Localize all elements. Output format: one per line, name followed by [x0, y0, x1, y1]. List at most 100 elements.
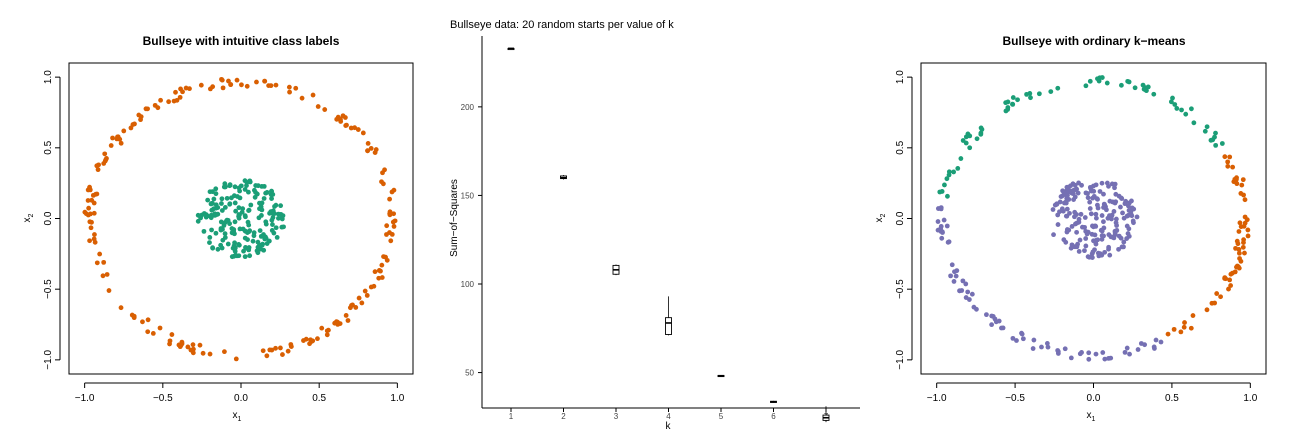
scatter-point [1130, 218, 1136, 224]
scatter-point [1093, 241, 1099, 247]
scatter-point [244, 83, 250, 89]
scatter-point [1091, 193, 1097, 199]
scatter-point [219, 201, 224, 206]
scatter-point [1126, 208, 1132, 213]
scatter-point [1064, 206, 1070, 212]
scatter-point [293, 85, 299, 91]
scatter-point [263, 190, 269, 196]
scatter-point [1240, 177, 1246, 183]
box-k-1 [507, 47, 515, 51]
scatter-point [1048, 89, 1054, 94]
scatter-point [145, 329, 151, 335]
scatter-point [1058, 194, 1064, 199]
scatter-point [118, 305, 124, 311]
scatter-point [1204, 307, 1210, 313]
scatter-point [225, 241, 231, 247]
scatter-point [262, 78, 267, 84]
scatter-point [1057, 209, 1062, 215]
scatter-point [1174, 106, 1180, 111]
scatter-point [1122, 201, 1128, 207]
scatter-point [388, 238, 394, 244]
scatter-point [356, 295, 362, 301]
scatter-point [285, 348, 291, 354]
scatter-point [1104, 80, 1110, 86]
scatter-point [128, 125, 134, 131]
x-tick-label: 1.0 [1243, 393, 1257, 404]
scatter-point [197, 342, 203, 348]
box-k-4 [665, 296, 672, 336]
scatter-point [1064, 229, 1070, 235]
scatter-point [222, 349, 227, 355]
scatter-point [379, 179, 384, 185]
scatter-point [1083, 236, 1089, 241]
scatter-point [391, 187, 397, 193]
scatter-point [1061, 190, 1067, 195]
scatter-point [340, 113, 346, 119]
x-tick-label: −0.5 [1005, 393, 1025, 404]
x-tick-label: −0.5 [153, 393, 173, 404]
scatter-point [969, 291, 975, 297]
scatter-point [173, 89, 178, 95]
scatter-point [232, 219, 238, 225]
scatter-point [242, 254, 248, 260]
scatter-point [88, 225, 94, 231]
scatter-point [1106, 246, 1111, 252]
box-k-3 [612, 264, 620, 276]
x-tick-label: 0.5 [312, 393, 326, 404]
scatter-point [201, 228, 207, 234]
scatter-point [1068, 245, 1074, 251]
scatter-point [235, 194, 240, 199]
panel-right: Bullseye with ordinary k−means −1.0 −0.5 0… [874, 34, 1267, 423]
scatter-point [384, 257, 390, 263]
x-tick-label: 0.0 [234, 393, 248, 404]
scatter-point [1010, 101, 1016, 107]
scatter-point [1003, 100, 1009, 106]
scatter-point [1101, 205, 1106, 210]
scatter-point [254, 79, 259, 85]
scatter-point [1127, 351, 1132, 357]
scatter-point [387, 196, 392, 202]
scatter-point [1138, 341, 1144, 346]
scatter-point [195, 218, 201, 224]
scatter-point [940, 230, 945, 235]
scatter-point [1082, 248, 1087, 254]
scatter-point [1202, 128, 1208, 134]
scatter-point [1062, 346, 1068, 352]
scatter-point [200, 350, 206, 356]
scatter-point [315, 104, 321, 109]
scatter-point [276, 211, 281, 217]
scatter-point [378, 268, 383, 274]
scatter-point [94, 260, 100, 266]
scatter-point [1089, 255, 1095, 260]
scatter-point [1178, 329, 1184, 335]
scatter-point [232, 245, 238, 251]
scatter-point [1030, 346, 1036, 351]
scatter-point [1208, 137, 1214, 143]
scatter-point [1111, 209, 1117, 214]
scatter-point [121, 128, 127, 134]
scatter-point [1238, 258, 1244, 264]
scatter-point [224, 195, 230, 201]
scatter-point [143, 106, 149, 112]
scatter-point [1066, 189, 1072, 195]
scatter-point [220, 237, 226, 243]
scatter-point [1005, 107, 1011, 112]
scatter-point [310, 92, 316, 98]
scatter-point [1228, 271, 1234, 277]
scatter-point [255, 183, 261, 189]
scatter-point [210, 245, 216, 251]
scatter-point [240, 206, 246, 212]
scatter-point [259, 213, 264, 218]
scatter-point [1232, 269, 1238, 275]
scatter-point [213, 191, 219, 197]
scatter-point [1066, 197, 1072, 202]
x-tick-label: 1 [509, 412, 514, 421]
scatter-point [946, 172, 952, 178]
scatter-point [948, 273, 953, 279]
scatter-point [270, 222, 275, 227]
scatter-point [359, 300, 365, 306]
scatter-point [349, 303, 354, 308]
scatter-point [382, 167, 387, 173]
scatter-point [1077, 237, 1083, 243]
scatter-point [1088, 211, 1094, 217]
